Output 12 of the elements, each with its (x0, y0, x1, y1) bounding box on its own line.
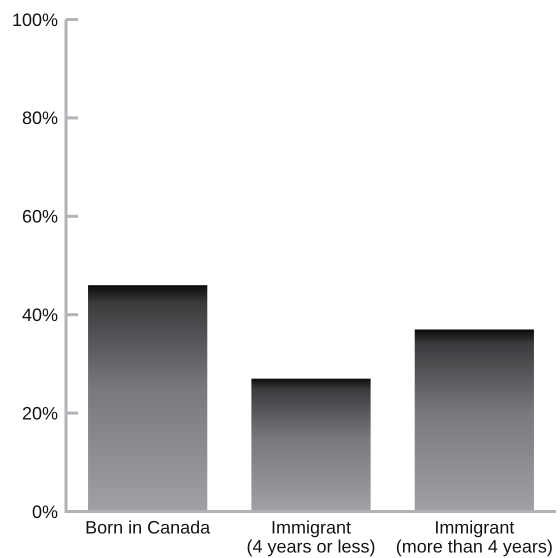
x-tick-label: Immigrant (4 years or less) (246, 518, 376, 556)
bar (414, 329, 534, 512)
bar (88, 285, 208, 512)
y-tick-label: 80% (22, 108, 58, 128)
y-tick-label: 20% (22, 403, 58, 424)
bar (251, 378, 371, 512)
y-tick-label: 100% (12, 10, 58, 30)
x-tick-label: Born in Canada (85, 518, 212, 538)
y-tick-label: 0% (32, 502, 58, 522)
x-tick-label: Immigrant (more than 4 years) (396, 518, 553, 556)
y-tick-label: 40% (22, 305, 58, 325)
y-tick-label: 60% (22, 206, 58, 227)
